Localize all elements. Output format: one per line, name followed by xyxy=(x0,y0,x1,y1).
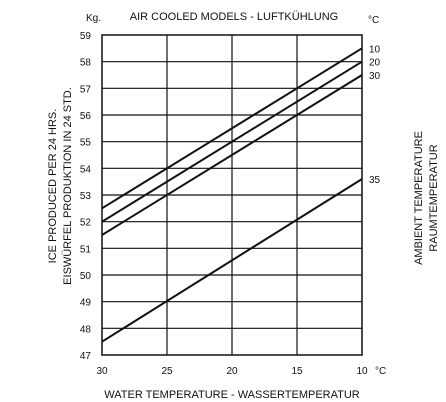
y-tick-label: 55 xyxy=(80,138,92,149)
x-tick-label: 10 xyxy=(356,366,368,377)
x-tick-label: 30 xyxy=(96,366,108,377)
series-layer: 10 20 30 35 xyxy=(101,44,381,343)
tick-layer: 30 25 20 15 10 59 58 57 56 55 54 53 52 51 50 49 48 47 xyxy=(80,31,368,377)
y-tick-label: 52 xyxy=(80,218,92,229)
series-label-10: 10 xyxy=(369,44,381,55)
right-axis-label-line-1: AMBIENT TEMPERATURE xyxy=(413,131,425,265)
x-tick-label: 20 xyxy=(226,366,238,377)
y-tick-label: 49 xyxy=(80,298,92,309)
right-axis-label-line-2: RAUMTEMPERATUR xyxy=(428,144,440,251)
x-tick-label: 25 xyxy=(161,366,173,377)
y-tick-label: 51 xyxy=(80,244,92,255)
y-tick-label: 48 xyxy=(80,324,92,335)
y-tick-label: 59 xyxy=(80,31,92,42)
chart-title: AIR COOLED MODELS - LUFTKÜHLUNG xyxy=(130,11,338,23)
ambient-unit-label: °C xyxy=(368,15,379,26)
series-line-35 xyxy=(101,178,363,343)
series-label-20: 20 xyxy=(369,58,381,69)
y-unit-label: Kg. xyxy=(86,13,101,24)
x-axis-label: WATER TEMPERATURE - WASSERTEMPERATUR xyxy=(104,389,360,401)
x-tick-label: 15 xyxy=(291,366,303,377)
y-axis-label-line-2: EISWÜRFEL PRODUKTION IN 24 STD. xyxy=(62,87,74,285)
series-line-10 xyxy=(101,47,363,210)
y-tick-label: 54 xyxy=(80,164,92,175)
y-tick-label: 50 xyxy=(80,271,92,282)
y-tick-label: 58 xyxy=(80,58,92,69)
series-line-30 xyxy=(101,74,363,236)
y-axis-label-line-1: ICE PRODUCED PER 24 HRS. xyxy=(47,109,59,264)
y-tick-label: 57 xyxy=(80,84,92,95)
series-line-20 xyxy=(101,60,363,223)
series-label-35: 35 xyxy=(369,175,381,186)
y-tick-label: 56 xyxy=(80,111,92,122)
x-axis-unit-label: °C xyxy=(375,366,386,377)
grid-layer xyxy=(101,34,363,356)
y-tick-label: 53 xyxy=(80,191,92,202)
series-label-30: 30 xyxy=(369,71,381,82)
y-tick-label: 47 xyxy=(80,351,92,362)
